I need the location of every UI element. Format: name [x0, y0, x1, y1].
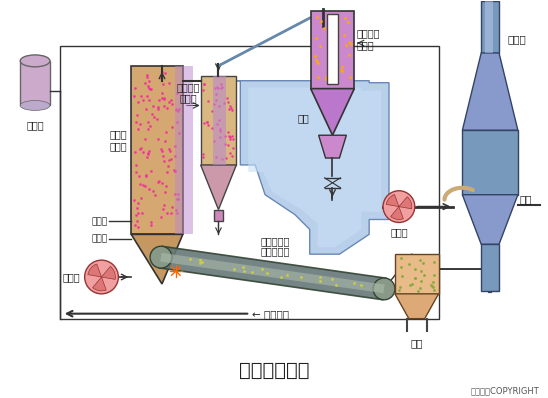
Text: 带式输送机: 带式输送机 — [260, 246, 290, 256]
Text: 除尘器: 除尘器 — [508, 34, 527, 44]
Bar — [481, 244, 499, 291]
Polygon shape — [236, 81, 389, 254]
Circle shape — [383, 191, 415, 222]
Wedge shape — [386, 195, 399, 207]
Text: 一次旋流
分离器: 一次旋流 分离器 — [177, 82, 201, 103]
Text: 流化床焚烧炉: 流化床焚烧炉 — [239, 361, 309, 380]
Text: 进水: 进水 — [520, 195, 532, 205]
Circle shape — [84, 260, 118, 294]
Text: 快速干燥器: 快速干燥器 — [260, 236, 290, 246]
Polygon shape — [238, 88, 381, 247]
Polygon shape — [201, 165, 236, 210]
Polygon shape — [463, 53, 518, 130]
Wedge shape — [93, 277, 106, 291]
Bar — [311, 11, 355, 89]
Wedge shape — [88, 264, 101, 277]
Circle shape — [150, 246, 172, 268]
Text: 灰斗: 灰斗 — [410, 338, 423, 349]
Bar — [213, 76, 226, 165]
Polygon shape — [463, 195, 518, 244]
Bar — [175, 66, 193, 234]
Text: 流化床
焚烧炉: 流化床 焚烧炉 — [110, 129, 127, 151]
Bar — [395, 254, 438, 294]
Bar — [131, 66, 183, 234]
Bar — [485, 1, 493, 53]
Text: 重油池: 重油池 — [26, 120, 44, 131]
Bar — [327, 14, 339, 84]
Circle shape — [373, 278, 395, 300]
Text: 二次旋流
分离器: 二次旋流 分离器 — [356, 28, 380, 50]
Polygon shape — [395, 294, 438, 319]
Wedge shape — [391, 207, 403, 219]
Polygon shape — [131, 234, 183, 284]
Text: 启动用: 启动用 — [92, 217, 107, 226]
Polygon shape — [159, 246, 386, 300]
Ellipse shape — [20, 55, 50, 67]
Text: 抽风机: 抽风机 — [390, 227, 408, 238]
Text: ← 干燥泥饼: ← 干燥泥饼 — [252, 309, 289, 319]
Wedge shape — [399, 197, 412, 209]
Bar — [60, 46, 438, 319]
Polygon shape — [161, 253, 385, 293]
Bar — [481, 1, 499, 53]
Bar — [20, 61, 50, 105]
Polygon shape — [311, 89, 355, 135]
Text: 泥饼: 泥饼 — [298, 113, 310, 123]
Wedge shape — [101, 266, 116, 279]
Bar — [214, 210, 224, 221]
Bar — [201, 76, 236, 165]
Text: 鼓风机: 鼓风机 — [62, 272, 79, 282]
Text: 助燃用: 助燃用 — [92, 235, 107, 244]
Polygon shape — [318, 135, 346, 158]
Ellipse shape — [20, 101, 50, 110]
Polygon shape — [463, 130, 518, 195]
Text: 东方仿真COPYRIGHT: 东方仿真COPYRIGHT — [471, 386, 540, 396]
